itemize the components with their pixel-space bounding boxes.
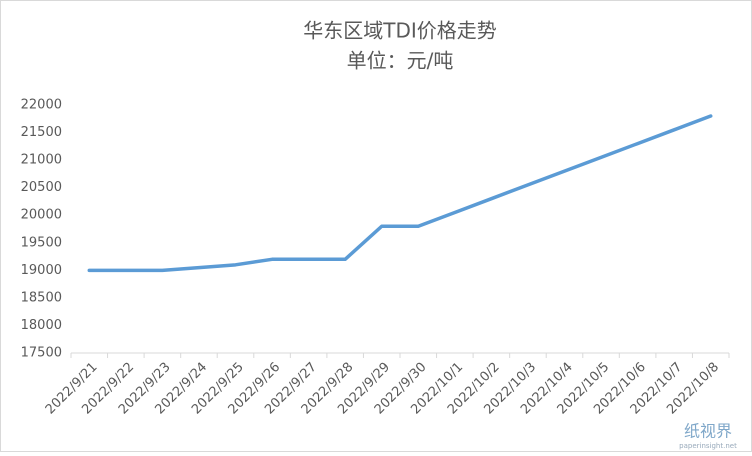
y-tick-label: 17500 [21,346,62,361]
chart-subtitle: 单位：元/吨 [347,49,454,73]
y-tick-label: 19500 [21,235,62,250]
chart-title: 华东区域TDI价格走势 [303,19,497,43]
y-tick-label: 20500 [21,180,62,195]
y-tick-label: 21000 [21,153,62,168]
watermark-site: paperinsight.net [679,442,737,450]
y-tick-label: 20000 [21,208,62,223]
y-tick-label: 18500 [21,290,62,305]
line-series [87,114,713,273]
watermark: 纸视界 [684,422,732,441]
y-tick-label: 18000 [21,318,62,333]
y-tick-label: 19000 [21,263,62,278]
y-tick-label: 21500 [21,125,62,140]
y-tick-label: 22000 [21,98,62,113]
